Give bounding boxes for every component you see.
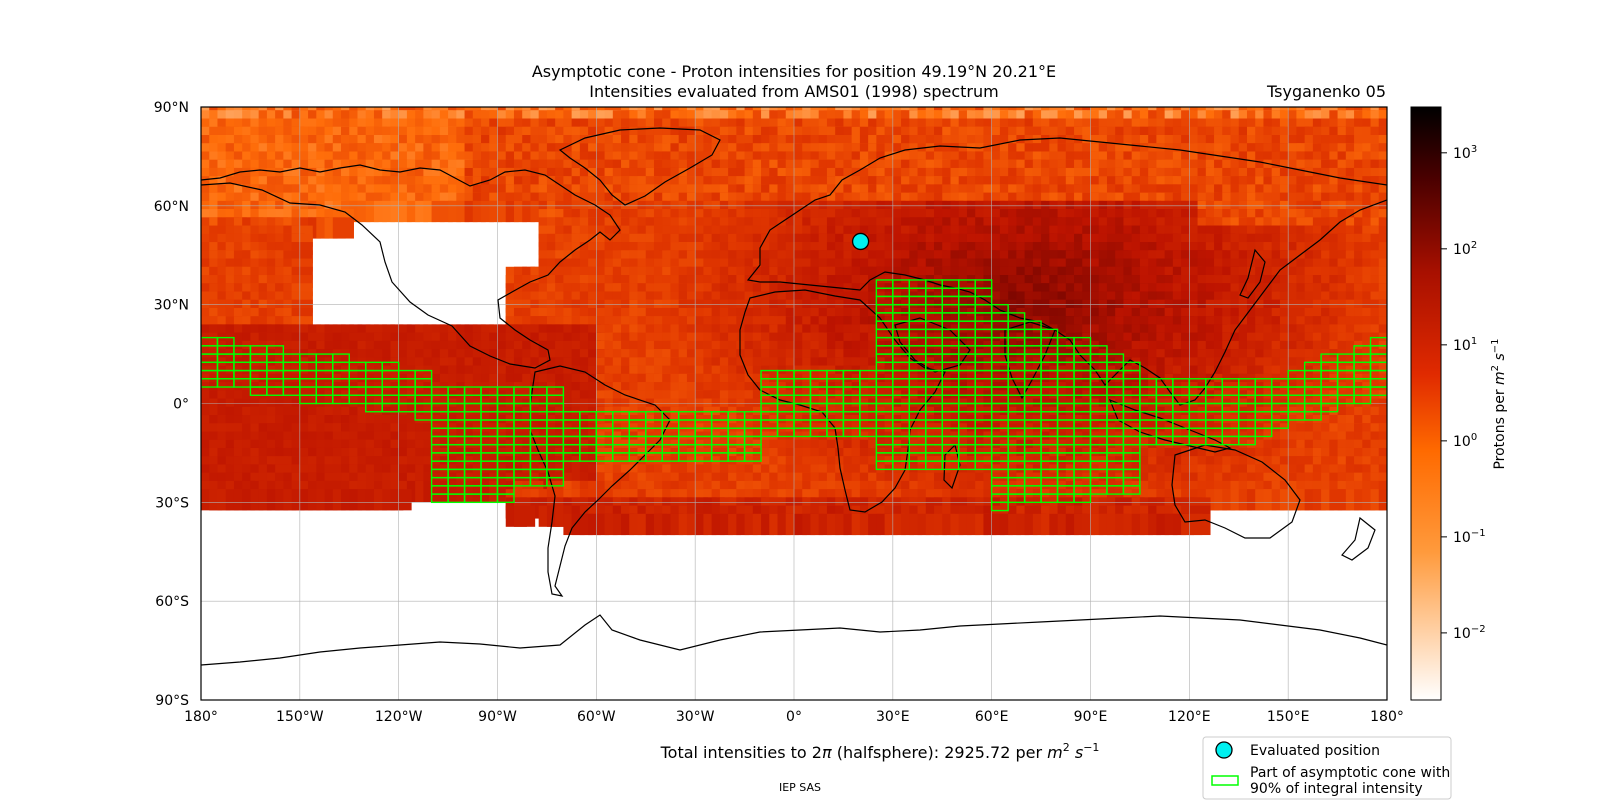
model-label: Tsyganenko 05 — [1266, 82, 1386, 101]
heat-cell — [332, 217, 354, 239]
map-area — [200, 106, 1388, 701]
chart-subtitle: Intensities evaluated from AMS01 (1998) … — [589, 82, 998, 101]
chart-title: Asymptotic cone - Proton intensities for… — [532, 62, 1056, 81]
